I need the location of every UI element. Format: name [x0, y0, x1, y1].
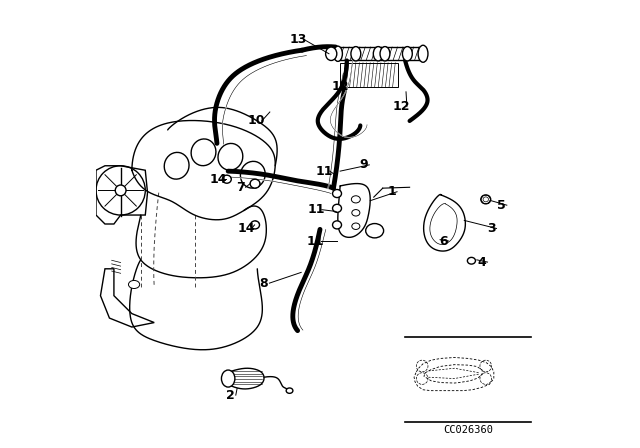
Text: CC026360: CC026360	[443, 425, 493, 435]
Text: 1: 1	[387, 185, 396, 198]
Ellipse shape	[373, 47, 383, 61]
Text: 10: 10	[248, 114, 265, 128]
Ellipse shape	[483, 197, 488, 202]
Ellipse shape	[351, 47, 361, 61]
Bar	[336, 47, 423, 60]
Text: 12: 12	[393, 100, 410, 113]
Ellipse shape	[221, 370, 235, 387]
Text: 12: 12	[332, 79, 349, 93]
Ellipse shape	[467, 257, 476, 264]
Text: 3: 3	[487, 222, 495, 235]
Ellipse shape	[326, 47, 337, 60]
Ellipse shape	[403, 47, 412, 61]
Text: 2: 2	[226, 388, 235, 402]
Text: 8: 8	[260, 276, 268, 290]
Text: 11: 11	[316, 164, 333, 178]
Ellipse shape	[351, 196, 360, 203]
Text: 11: 11	[308, 203, 325, 216]
Bar	[340, 63, 398, 87]
Ellipse shape	[333, 221, 342, 229]
Ellipse shape	[286, 388, 293, 393]
Ellipse shape	[241, 161, 265, 188]
Ellipse shape	[352, 223, 360, 229]
Circle shape	[115, 185, 126, 196]
Ellipse shape	[164, 152, 189, 179]
Ellipse shape	[333, 190, 342, 198]
Ellipse shape	[418, 45, 428, 62]
Text: 9: 9	[360, 158, 368, 172]
Ellipse shape	[222, 175, 231, 183]
Text: 7: 7	[236, 181, 244, 194]
Text: 11: 11	[307, 234, 324, 248]
Ellipse shape	[218, 143, 243, 170]
Ellipse shape	[250, 179, 260, 188]
Text: 14: 14	[237, 222, 255, 235]
Ellipse shape	[333, 204, 342, 212]
Ellipse shape	[333, 46, 342, 61]
Text: 5: 5	[497, 198, 506, 212]
Ellipse shape	[352, 210, 360, 216]
Text: 14: 14	[209, 172, 227, 186]
Ellipse shape	[365, 224, 383, 238]
Text: 6: 6	[439, 234, 447, 248]
Text: 13: 13	[290, 33, 307, 46]
Text: 4: 4	[478, 255, 486, 269]
Ellipse shape	[129, 280, 140, 289]
Ellipse shape	[191, 139, 216, 166]
Ellipse shape	[481, 195, 491, 204]
Ellipse shape	[251, 221, 260, 229]
Ellipse shape	[380, 47, 390, 61]
